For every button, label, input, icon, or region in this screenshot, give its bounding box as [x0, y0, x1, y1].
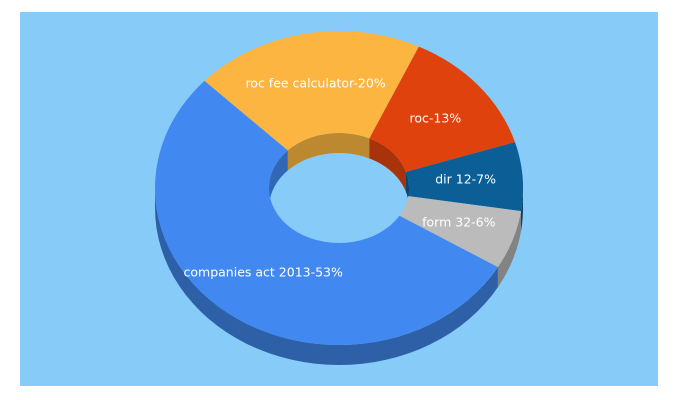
slice-label: roc-13%	[410, 110, 462, 125]
slice-side	[521, 188, 523, 232]
slice-label: form 32-6%	[422, 215, 495, 230]
slice-side	[287, 133, 370, 171]
slice	[204, 31, 419, 151]
slice-side	[497, 211, 522, 288]
slice-label: roc fee calculator-20%	[245, 75, 385, 90]
slice	[399, 196, 522, 268]
slice-side	[269, 150, 288, 208]
slice-side	[155, 188, 498, 365]
slice	[155, 80, 498, 345]
slice	[369, 46, 515, 172]
slice-side	[369, 138, 406, 192]
slice	[405, 142, 523, 212]
slice-label: dir 12-7%	[435, 172, 496, 187]
slice-label: companies act 2013-53%	[184, 265, 343, 280]
